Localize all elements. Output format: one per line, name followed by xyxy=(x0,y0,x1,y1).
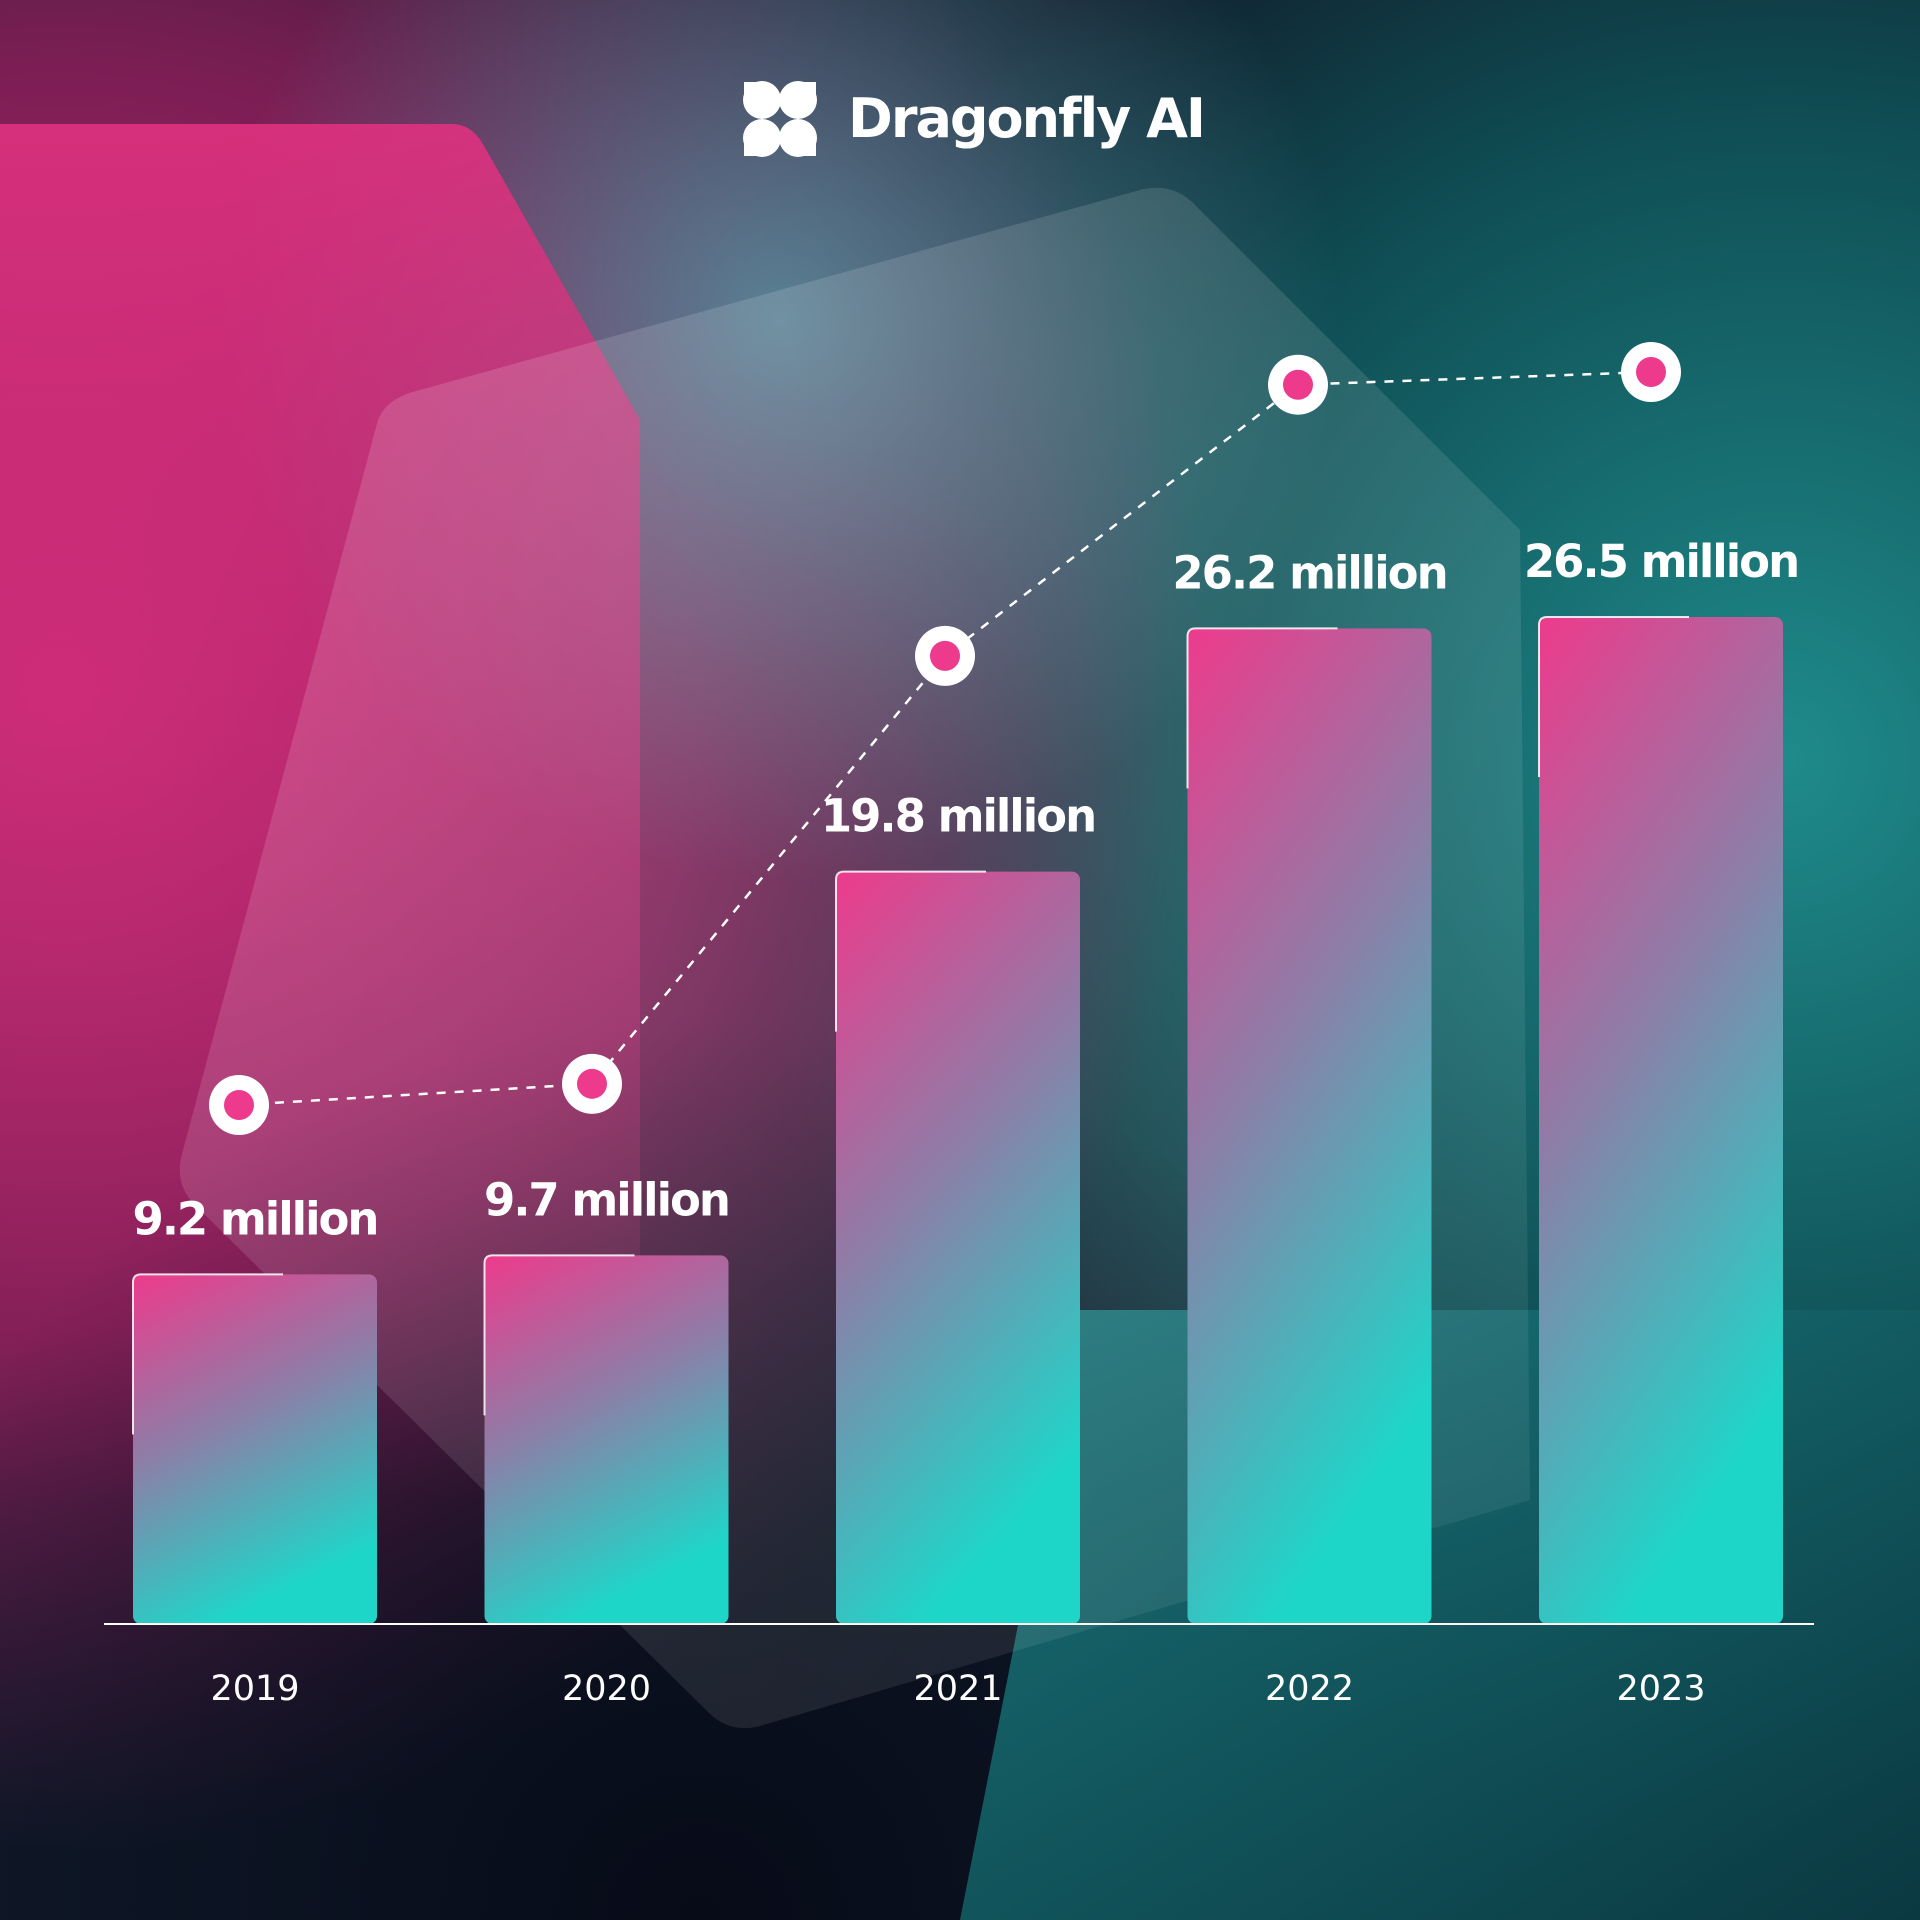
trend-marker-2021 xyxy=(915,625,975,686)
four-petal-logo-icon xyxy=(743,81,817,157)
trend-marker-2020 xyxy=(562,1053,622,1114)
bar-2023 xyxy=(1539,617,1783,1624)
trend-marker-2023 xyxy=(1621,342,1681,402)
bar-highlight-2019 xyxy=(132,1273,283,1435)
value-label-2019: 9.2 million xyxy=(133,1192,378,1245)
bar-highlight-2022 xyxy=(1186,627,1338,789)
value-label-2022: 26.2 million xyxy=(1172,546,1446,599)
value-label-2023: 26.5 million xyxy=(1524,535,1798,588)
bar-highlight-2020 xyxy=(483,1254,635,1416)
brand-logo: Dragonfly AI xyxy=(740,74,1206,164)
brand-name: Dragonfly AI xyxy=(848,87,1206,150)
tick-label-2019: 2019 xyxy=(210,1669,299,1709)
trend-marker-2019 xyxy=(209,1075,269,1135)
tick-label-2021: 2021 xyxy=(913,1669,1002,1709)
tick-label-2020: 2020 xyxy=(562,1669,651,1709)
bar-highlight-2023 xyxy=(1538,616,1689,777)
tick-label-2023: 2023 xyxy=(1616,1669,1705,1709)
bar-highlight-2021 xyxy=(835,870,986,1032)
value-label-2021: 19.8 million xyxy=(821,790,1095,843)
tick-label-2022: 2022 xyxy=(1265,1669,1354,1709)
bar-2020 xyxy=(484,1255,729,1624)
bar-2022 xyxy=(1187,628,1432,1624)
bar-2019 xyxy=(133,1274,377,1624)
trend-marker-2022 xyxy=(1268,354,1328,415)
value-label-2020: 9.7 million xyxy=(484,1173,729,1226)
bar-2021 xyxy=(836,871,1080,1624)
